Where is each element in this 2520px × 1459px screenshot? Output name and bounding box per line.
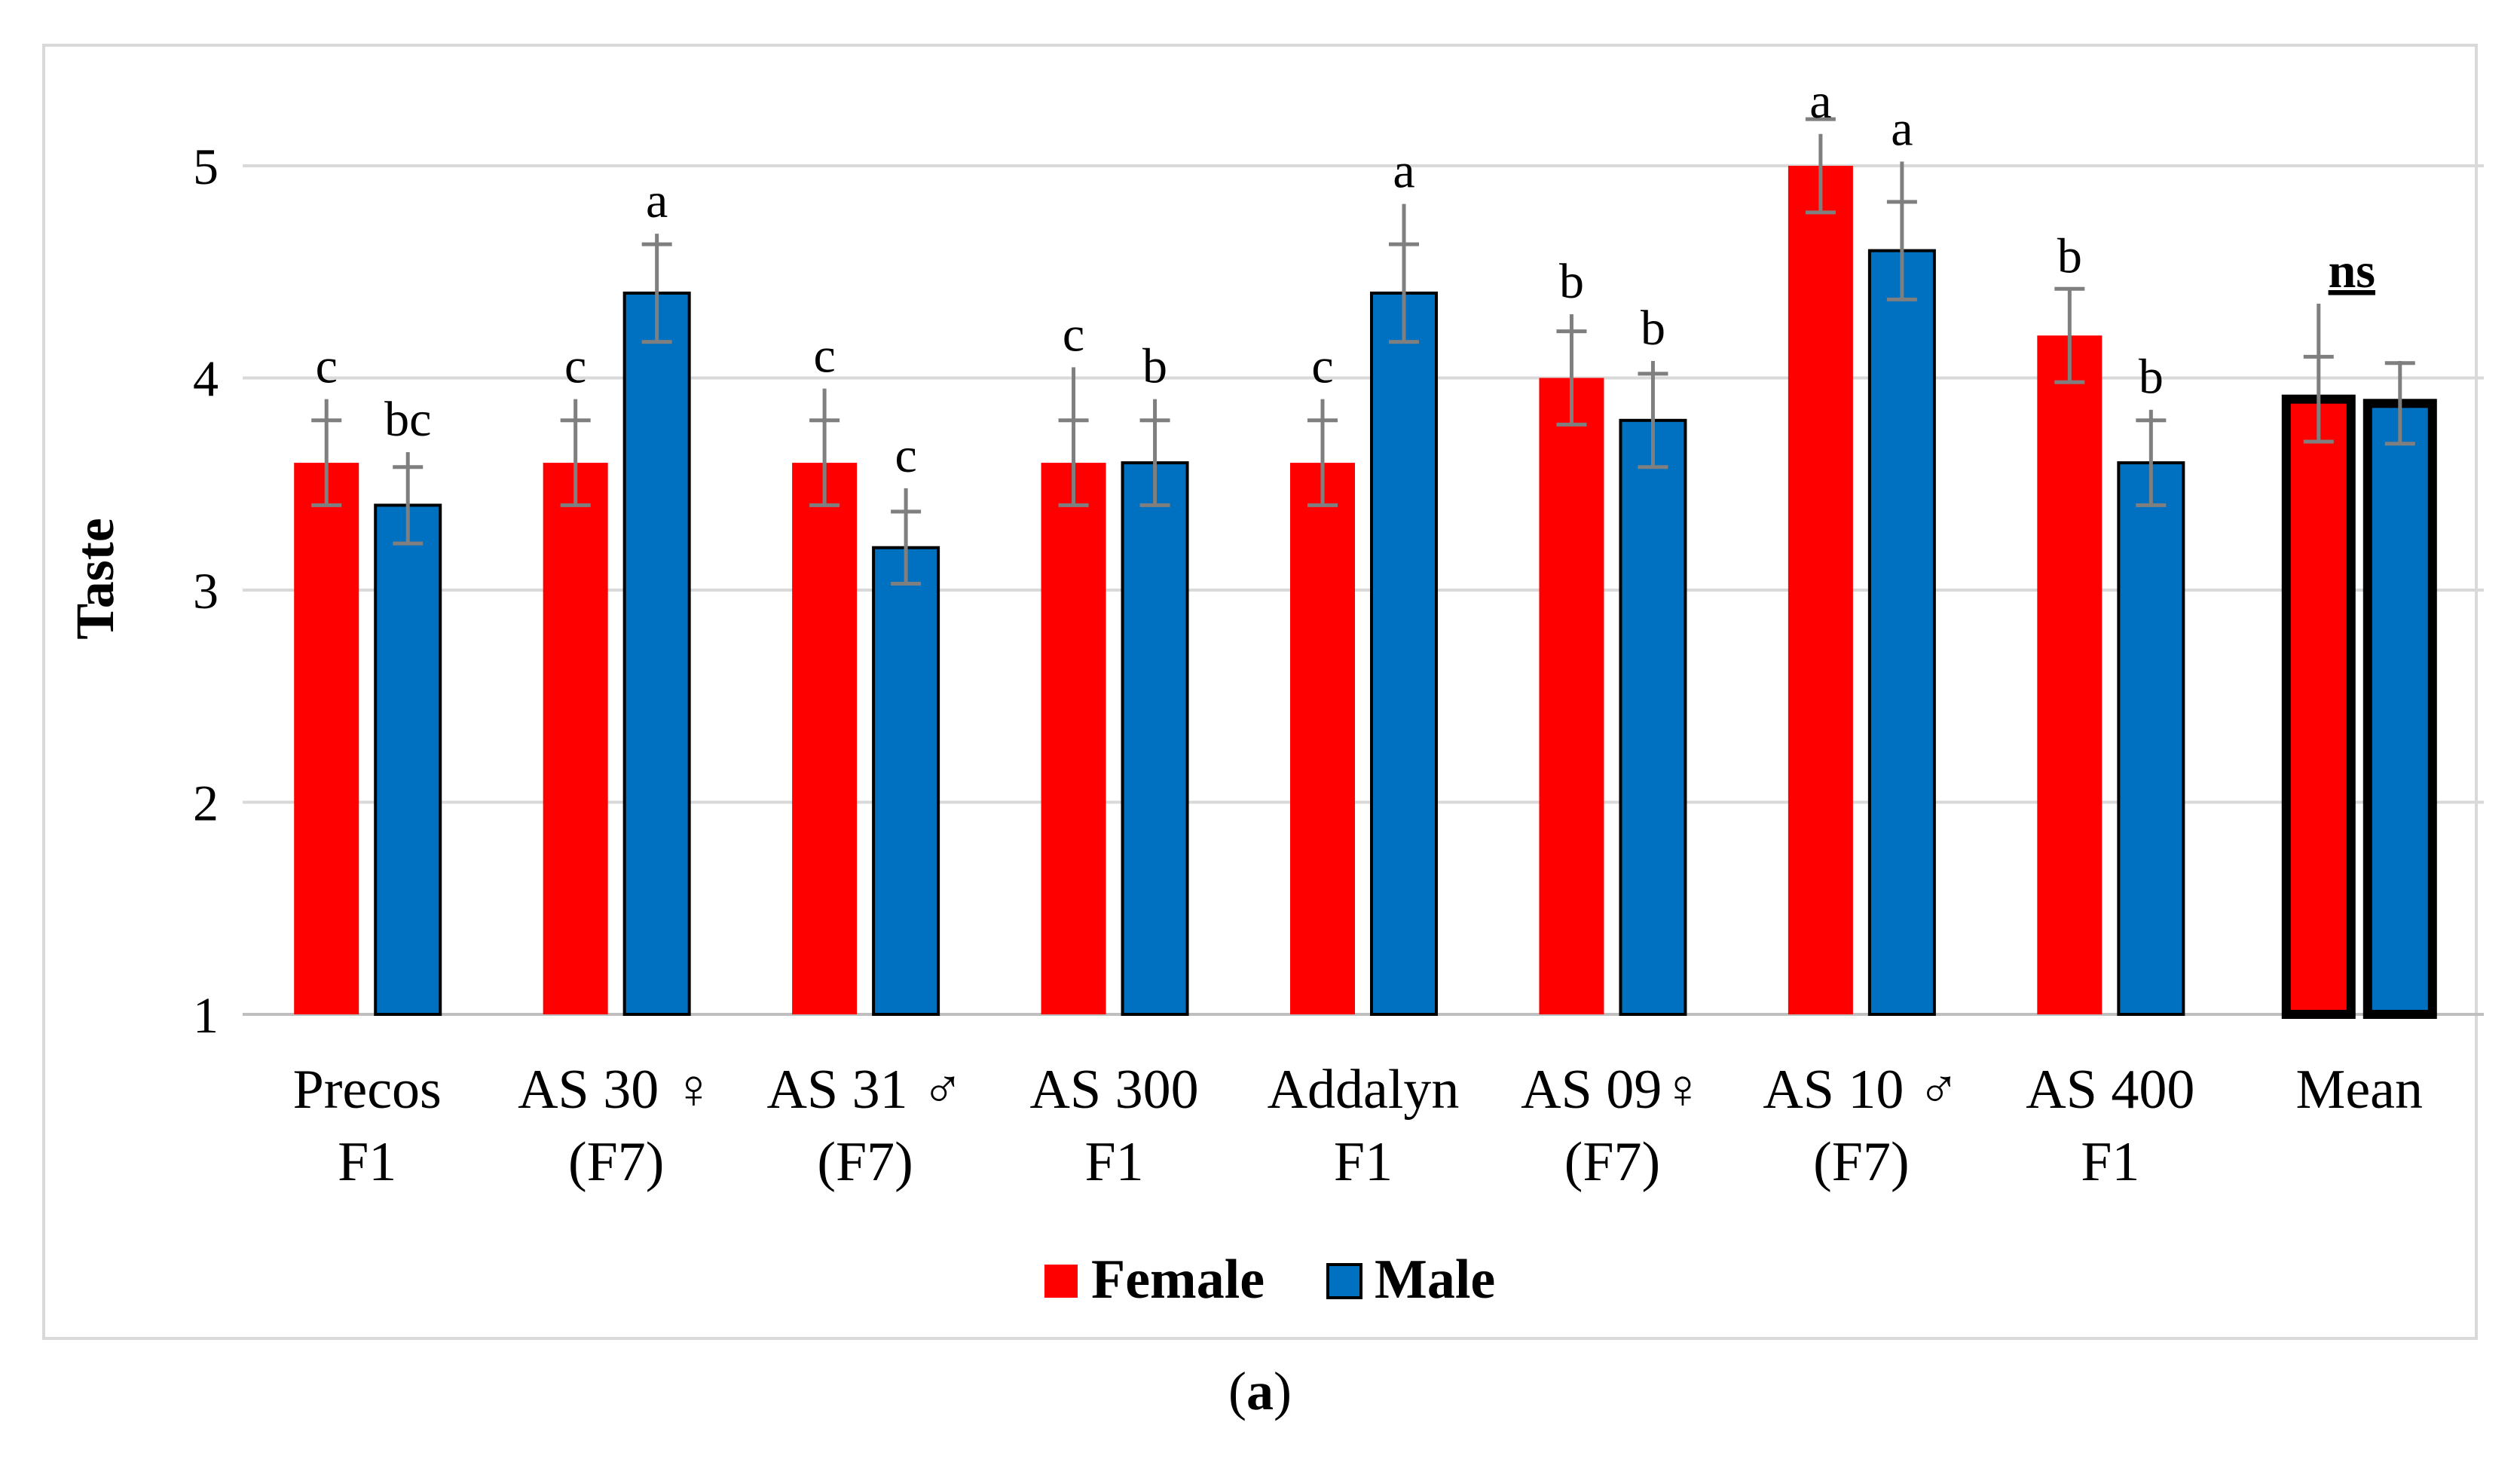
- sig-label-female-0: c: [316, 339, 338, 394]
- x-tick-label-0-0: Precos: [293, 1059, 442, 1121]
- sig-label-male-7: b: [2139, 350, 2164, 405]
- legend-label-male: Male: [1375, 1249, 1495, 1311]
- chart-frame: [42, 44, 2478, 1340]
- sig-label-male-5: b: [1641, 301, 1665, 356]
- bar-male-7: [2117, 461, 2185, 1016]
- sig-label-male-6: a: [1891, 101, 1913, 156]
- y-tick-label-2: 2: [193, 775, 219, 832]
- sig-label-female-8: ns: [2329, 243, 2375, 298]
- y-tick-label-3: 3: [193, 562, 219, 619]
- bar-male-6: [1867, 249, 1936, 1017]
- bar-female-0: [294, 463, 359, 1014]
- legend-swatch-female: [1044, 1265, 1078, 1298]
- x-tick-label-7-1: F1: [2081, 1131, 2139, 1193]
- x-tick-label-2-1: (F7): [817, 1131, 913, 1193]
- x-tick-label-4-1: F1: [1334, 1131, 1393, 1193]
- x-tick-label-7-0: AS 400: [2026, 1059, 2194, 1121]
- x-tick-label-1-1: (F7): [568, 1131, 664, 1193]
- bar-male-2: [872, 546, 940, 1016]
- sig-label-female-7: b: [2057, 228, 2082, 283]
- x-tick-label-1-0: AS 30 ♀: [518, 1059, 714, 1121]
- sig-label-female-4: c: [1311, 339, 1333, 394]
- sig-label-male-1: a: [646, 173, 668, 228]
- caption-letter: a: [1246, 1361, 1274, 1421]
- sig-label-female-6: a: [1809, 74, 1831, 129]
- y-tick-label-5: 5: [193, 138, 219, 195]
- bar-female-3: [1041, 463, 1106, 1014]
- bar-male-8: [2362, 399, 2437, 1019]
- sig-label-male-3: b: [1142, 339, 1167, 394]
- y-tick-label-1: 1: [193, 986, 219, 1044]
- legend: Female Male: [1044, 1249, 1495, 1311]
- bar-female-8: [2281, 394, 2356, 1019]
- bar-male-0: [374, 503, 442, 1016]
- bar-female-7: [2037, 335, 2103, 1014]
- bar-female-2: [792, 463, 858, 1014]
- sig-label-male-2: c: [895, 428, 916, 483]
- x-tick-label-3-0: AS 300: [1030, 1059, 1199, 1121]
- sig-label-male-0: bc: [384, 392, 431, 447]
- x-tick-label-6-0: AS 10 ♂: [1763, 1059, 1959, 1121]
- y-axis-title: Taste: [65, 518, 125, 639]
- sig-label-male-4: a: [1393, 144, 1414, 199]
- x-tick-label-5-0: AS 09♀: [1521, 1059, 1704, 1121]
- x-tick-label-5-1: (F7): [1564, 1131, 1660, 1193]
- sig-label-female-3: c: [1063, 307, 1084, 362]
- x-tick-label-0-1: F1: [338, 1131, 396, 1193]
- bar-male-3: [1121, 461, 1189, 1016]
- x-tick-label-3-1: F1: [1084, 1131, 1143, 1193]
- figure-caption: (a): [1228, 1361, 1292, 1421]
- x-tick-label-6-1: (F7): [1813, 1131, 1909, 1193]
- caption-close-paren: ): [1274, 1361, 1292, 1421]
- legend-swatch-male: [1326, 1263, 1362, 1299]
- bar-layer: [294, 166, 2437, 1019]
- bar-female-5: [1539, 378, 1604, 1014]
- bar-female-1: [543, 463, 608, 1014]
- error-bar-layer: [311, 117, 2415, 586]
- axis-layer: 1 2 3 4 5 Precos F1 AS 30 ♀ (F7) AS 31 ♂ (F7) AS 30…: [193, 138, 2423, 1193]
- sig-label-female-1: c: [564, 339, 586, 394]
- x-tick-label-2-0: AS 31 ♂: [767, 1059, 964, 1121]
- bar-female-6: [1788, 166, 1853, 1014]
- legend-label-female: Female: [1091, 1249, 1265, 1311]
- y-tick-label-4: 4: [193, 350, 219, 408]
- bar-male-5: [1619, 418, 1687, 1016]
- bar-male-1: [622, 291, 691, 1016]
- caption-open-paren: (: [1228, 1361, 1246, 1421]
- grid-layer: [243, 164, 2484, 1016]
- x-tick-label-4-0: Addalyn: [1268, 1059, 1460, 1121]
- x-tick-label-8-0: Mean: [2296, 1059, 2424, 1121]
- bar-male-4: [1370, 291, 1438, 1016]
- bar-female-4: [1290, 463, 1355, 1014]
- sig-label-female-5: b: [1559, 254, 1584, 309]
- sig-label-female-2: c: [813, 329, 835, 384]
